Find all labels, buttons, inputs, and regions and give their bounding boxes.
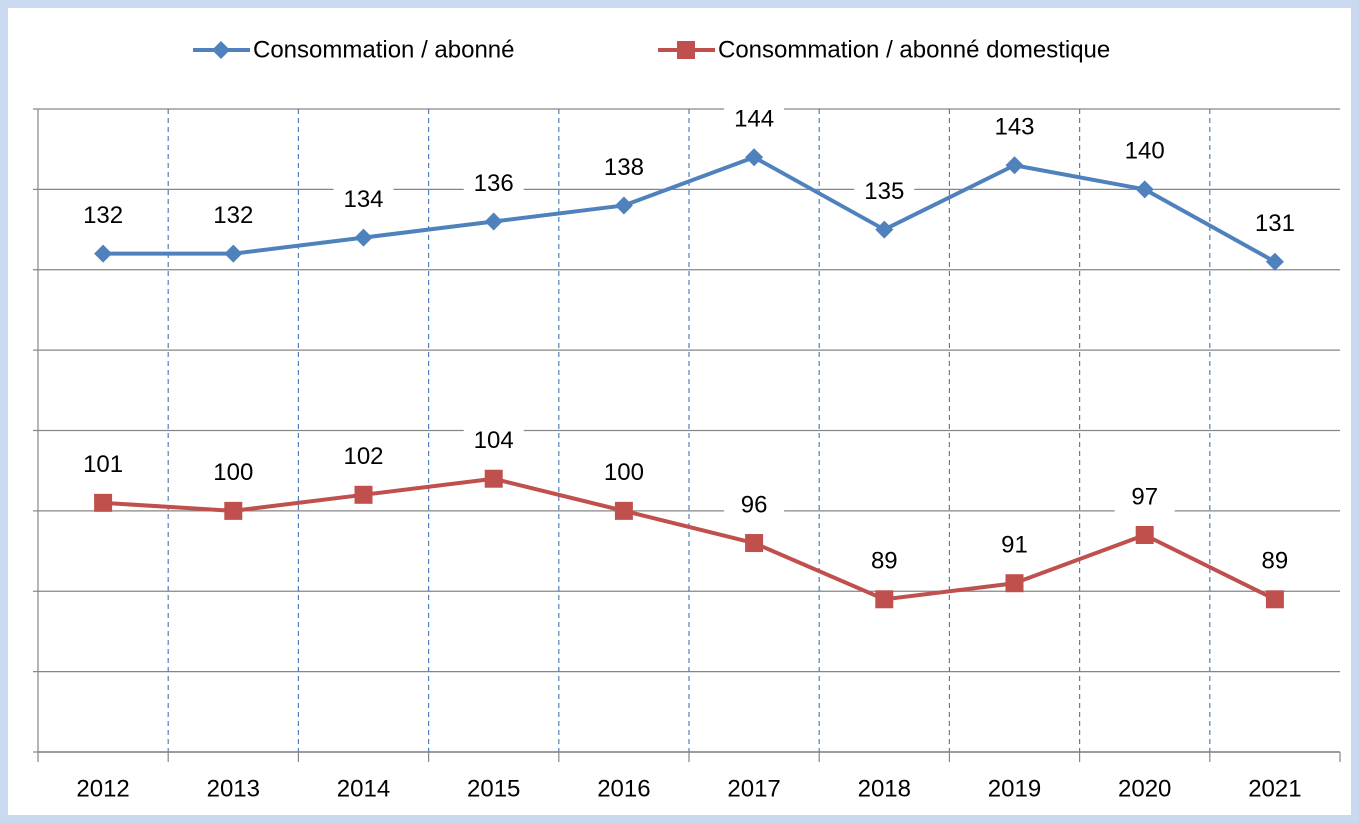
data-point [745,534,764,553]
data-point [1005,156,1024,175]
data-label: 97 [1131,483,1158,510]
data-label: 134 [343,186,383,213]
data-label: 100 [213,459,253,486]
data-label-bg [1244,544,1305,579]
data-label-bg [593,150,654,185]
data-label: 144 [734,106,774,133]
data-label-bg [463,166,524,201]
data-label-bg [724,488,785,523]
x-tick-label: 2018 [858,775,911,802]
data-point [484,469,503,488]
data-point [354,485,373,504]
data-label-bg [203,455,264,490]
data-label-bg [854,544,915,579]
data-point [94,493,113,512]
data-point [875,220,894,239]
data-label-bg [1114,134,1175,169]
data-label: 96 [741,491,768,518]
data-label: 143 [994,114,1034,141]
data-label: 104 [474,427,514,454]
data-label-bg [73,447,134,482]
data-label: 101 [83,451,123,478]
series-line [103,155,1276,264]
data-point [94,244,113,263]
data-label-bg [1114,479,1175,514]
x-tick-label: 2014 [337,775,390,802]
data-label: 132 [83,202,123,229]
legend-label: Consommation / abonné domestique [718,36,1110,63]
data-point [1135,180,1154,199]
x-tick-label: 2012 [76,775,129,802]
data-label-bg [463,423,524,458]
x-tick-label: 2019 [988,775,1041,802]
data-label-bg [984,110,1045,145]
data-label: 136 [474,170,514,197]
data-label-bg [333,439,394,474]
data-label: 89 [871,548,898,575]
data-point [224,501,243,520]
chart-area [8,8,1351,815]
data-point [1265,590,1284,609]
data-label: 132 [213,202,253,229]
x-tick-label: 2021 [1248,775,1301,802]
data-label: 138 [604,154,644,181]
data-point [354,228,373,247]
data-label-bg [593,455,654,490]
data-label: 140 [1125,138,1165,165]
data-label-bg [73,198,134,233]
data-label-bg [1244,206,1305,241]
series-line [102,476,1276,602]
data-point [614,196,633,215]
data-label-bg [724,102,785,137]
x-tick-label: 2016 [597,775,650,802]
data-point [1265,252,1284,271]
data-label: 91 [1001,532,1028,559]
data-label-bg [203,198,264,233]
legend-marker [677,41,695,59]
data-label: 135 [864,178,904,205]
data-label: 102 [343,443,383,470]
data-point [614,501,633,520]
data-point [875,590,894,609]
data-point [745,148,764,167]
legend-marker [212,41,230,59]
data-label-bg [984,528,1045,563]
x-tick-label: 2013 [207,775,260,802]
x-tick-label: 2017 [727,775,780,802]
data-label-bg [333,182,394,217]
data-label-bg [854,174,915,209]
data-point [224,244,243,263]
legend-label: Consommation / abonné [253,36,515,63]
x-tick-label: 2015 [467,775,520,802]
data-label: 89 [1262,548,1289,575]
data-point [484,212,503,231]
x-tick-label: 2020 [1118,775,1171,802]
data-point [1005,574,1024,593]
data-point [1135,525,1154,544]
data-label: 131 [1255,210,1295,237]
data-label: 100 [604,459,644,486]
